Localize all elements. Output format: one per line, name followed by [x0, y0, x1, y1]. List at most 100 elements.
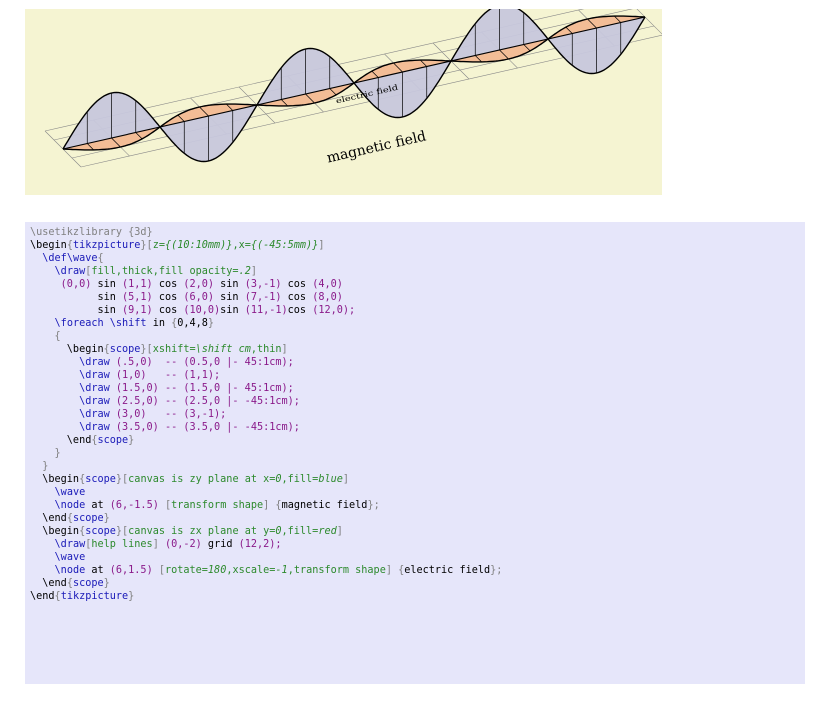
- electric-hatch-line: [111, 137, 121, 148]
- code-token: }[: [115, 526, 129, 537]
- electric-wave-fill: [63, 16, 645, 150]
- code-line: \end{scope}: [30, 512, 502, 525]
- code-token: \draw: [54, 539, 86, 550]
- code-token: ,fill=: [281, 526, 319, 537]
- code-token: };: [490, 565, 503, 576]
- code-token: {: [66, 513, 73, 524]
- code-token: }[: [140, 240, 153, 251]
- code-token: }: [30, 461, 49, 472]
- code-token: ]: [342, 474, 350, 485]
- code-token: 0,4,8: [177, 318, 208, 329]
- code-token: transform shape: [171, 500, 264, 511]
- code-line: sin (9,1) cos (10,0)sin (11,-1)cos (12,0…: [30, 304, 502, 317]
- code-token: magnetic field: [281, 500, 368, 511]
- code-token: cos: [287, 305, 313, 316]
- code-token: {: [66, 240, 73, 251]
- code-token: ,transform shape: [287, 565, 386, 576]
- code-token: ]: [281, 344, 288, 355]
- code-token: }: [30, 448, 61, 459]
- code-token: blue: [318, 474, 343, 485]
- code-token: at: [85, 500, 110, 511]
- code-token: }: [128, 435, 135, 446]
- code-token: [30, 552, 55, 563]
- code-token: (1.5,0) -- (1.5,0 |- 45:1cm);: [109, 383, 294, 394]
- code-token: [30, 409, 79, 420]
- code-line: {: [30, 330, 502, 343]
- electric-hatch-line: [87, 143, 94, 151]
- code-token: scope: [85, 526, 116, 537]
- code-token: [: [164, 500, 172, 511]
- magnetic-wave-outline: [62, 9, 646, 163]
- code-token: (5,1): [122, 292, 153, 303]
- code-token: .2: [238, 266, 251, 277]
- code-token: \draw: [79, 422, 110, 433]
- code-token: ,fill=: [281, 474, 319, 485]
- code-token: {: [66, 578, 73, 589]
- code-token: \wave: [54, 552, 86, 563]
- code-token: \draw: [79, 409, 110, 420]
- code-token: canvas is zy plane at x=: [128, 474, 276, 485]
- code-token: red: [318, 526, 337, 537]
- code-token: sin: [91, 279, 123, 290]
- code-token: fill,thick,fill opacity=: [91, 266, 239, 277]
- code-token: {: [30, 331, 61, 342]
- code-token: cos: [152, 292, 184, 303]
- code-token: [30, 266, 55, 277]
- code-token: sin: [30, 305, 123, 316]
- code-token: ]: [336, 526, 343, 537]
- code-line: \begin{scope}[canvas is zx plane at y=0,…: [30, 525, 502, 538]
- code-line: \draw (3,0) -- (3,-1);: [30, 408, 502, 421]
- code-token: \wave: [54, 487, 86, 498]
- code-token: scope: [72, 513, 104, 524]
- code-token: 0: [275, 474, 282, 485]
- code-token: \end: [30, 578, 67, 589]
- code-token: (10,0): [183, 305, 221, 316]
- code-token: }[: [140, 344, 153, 355]
- code-token: tikzpicture: [72, 240, 141, 251]
- code-token: {: [79, 526, 86, 537]
- code-token: [30, 396, 79, 407]
- code-token: cos: [152, 305, 184, 316]
- code-token: {: [91, 435, 98, 446]
- tikz-figure: electric field magnetic field: [25, 9, 662, 195]
- code-token: scope: [97, 435, 129, 446]
- code-token: xshift=: [152, 344, 196, 355]
- code-line: \usetikzlibrary {3d}: [30, 226, 502, 239]
- code-token: (1,1): [122, 279, 153, 290]
- code-token: [: [85, 266, 92, 277]
- code-line: }: [30, 447, 502, 460]
- code-line: \end{tikzpicture}: [30, 590, 502, 603]
- code-token: \foreach \shift: [54, 318, 147, 329]
- code-line: \draw (2.5,0) -- (2.5,0 |- -45:1cm);: [30, 395, 502, 408]
- code-token: (3.5,0) -- (3.5,0 |- -45:1cm);: [109, 422, 300, 433]
- code-token: {: [171, 318, 178, 329]
- electric-hatch-line: [329, 88, 337, 96]
- code-token: \def\wave: [42, 253, 98, 264]
- electric-hatch-line: [499, 49, 509, 60]
- code-line: \node at (6,1.5) [rotate=180,xscale=-1,t…: [30, 564, 503, 577]
- code-token: [30, 370, 79, 381]
- code-token: [30, 383, 79, 394]
- electric-hatch-line: [177, 114, 185, 122]
- code-token: grid: [201, 539, 239, 550]
- code-token: \begin: [30, 344, 104, 355]
- code-line: \draw[help lines] (0,-2) grid (12,2);: [30, 538, 502, 551]
- code-token: scope: [72, 578, 104, 589]
- code-token: \begin: [30, 474, 80, 485]
- code-token: \draw: [79, 370, 110, 381]
- code-token: sin: [220, 305, 245, 316]
- code-token: }: [128, 591, 135, 602]
- code-token: \end: [30, 513, 67, 524]
- electric-hatch-line: [226, 103, 233, 111]
- code-token: {: [398, 565, 405, 576]
- code-token: \end: [30, 435, 92, 446]
- code-token: (7,-1): [244, 292, 282, 303]
- code-token: [30, 422, 79, 433]
- code-token: [30, 565, 55, 576]
- electric-hatch-line: [420, 59, 427, 67]
- electric-hatch-line: [523, 44, 531, 52]
- code-token: ,xscale=: [226, 565, 276, 576]
- code-token: rotate=: [164, 565, 208, 576]
- code-token: \draw: [79, 396, 110, 407]
- code-token: [30, 539, 55, 550]
